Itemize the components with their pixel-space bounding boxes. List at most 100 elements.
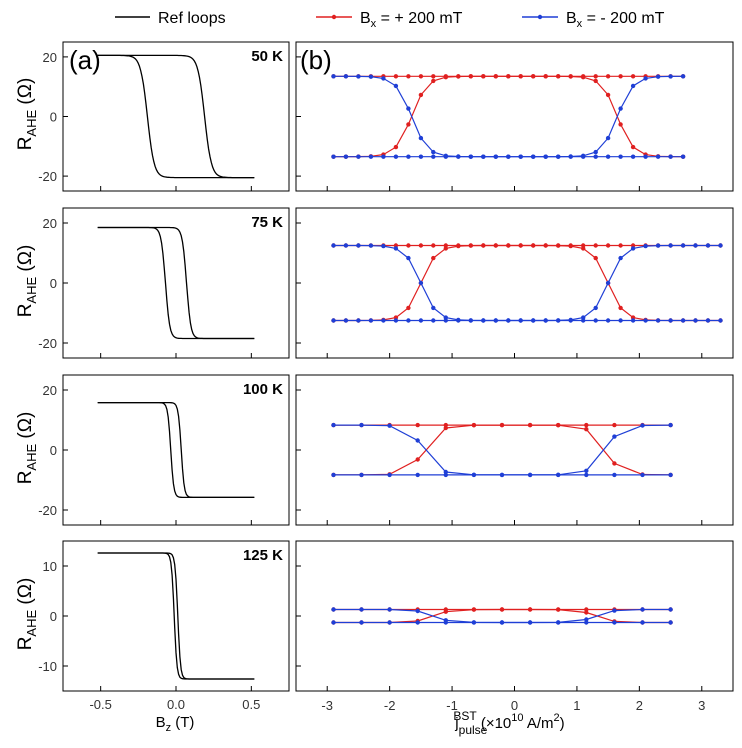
blue-loop-branch-a-point xyxy=(387,620,392,625)
blue-loop-branch-b-point xyxy=(593,318,598,323)
blue-loop-branch-b-point xyxy=(568,318,573,323)
blue-loop-branch-a-point xyxy=(705,243,711,248)
legend-minus-marker xyxy=(537,14,543,20)
red-loop-branch-b-point xyxy=(581,243,586,248)
blue-loop-branch-b-point xyxy=(406,255,411,261)
red-loop-branch-b-point xyxy=(543,74,548,79)
red-loop-branch-a-point xyxy=(593,78,598,84)
red-loop-branch-a-point xyxy=(431,74,436,79)
blue-loop-branch-b-point xyxy=(556,472,561,478)
right-x-axis-label: jpulseBST (×1010 A/m2) xyxy=(453,709,564,737)
red-loop-branch-b-point xyxy=(456,74,461,79)
blue-loop-branch-b-point xyxy=(468,318,473,323)
y-tick-label: 0 xyxy=(50,276,57,291)
blue-loop-branch-b-point xyxy=(680,154,686,159)
blue-loop-branch-b-point xyxy=(331,422,336,428)
red-loop-branch-b-point xyxy=(593,243,598,248)
blue-loop-branch-b-point xyxy=(518,154,523,159)
right-x-tick-label: 0 xyxy=(511,698,518,713)
blue-loop-branch-b-point xyxy=(612,472,617,478)
blue-loop-branch-b-point xyxy=(331,74,336,79)
y-tick-label: 10 xyxy=(43,559,57,574)
ref-loop-branch-up xyxy=(97,401,255,499)
red-loop-branch-b-point xyxy=(431,78,436,84)
y-tick-label: 0 xyxy=(50,443,57,458)
blue-loop-branch-b-point xyxy=(493,154,498,159)
blue-loop-branch-a-point xyxy=(331,154,336,159)
y-tick-label: 20 xyxy=(43,383,57,398)
blue-loop-branch-a-point xyxy=(612,608,617,613)
red-loop-branch-b-point xyxy=(443,425,448,431)
blue-loop-branch-a-point xyxy=(640,607,645,612)
right-panel-frame xyxy=(295,374,734,526)
red-loop-branch-b-point xyxy=(584,422,589,428)
blue-loop-branch-b-point xyxy=(499,620,505,625)
blue-loop-branch-a-point xyxy=(605,280,611,286)
blue-loop-branch-a-point xyxy=(406,154,411,159)
red-loop-branch-b-point xyxy=(415,457,420,462)
red-loop-branch-a-point xyxy=(415,422,420,428)
blue-loop-branch-a-point xyxy=(431,154,436,159)
blue-loop-branch-b-point xyxy=(431,149,436,155)
red-loop-branch-b-point xyxy=(506,74,511,79)
y-tick-label: -20 xyxy=(38,503,57,518)
blue-loop-branch-b-point xyxy=(343,243,349,248)
blue-loop-branch-b-point xyxy=(584,620,589,625)
blue-loop-branch-a-point xyxy=(393,318,399,323)
red-loop-branch-b-point xyxy=(499,422,505,428)
right-panel-frame xyxy=(295,41,734,192)
blue-loop-branch-b-point xyxy=(393,83,399,89)
blue-loop-branch-b-point xyxy=(630,154,636,159)
blue-loop-branch-a-point xyxy=(368,154,374,159)
red-loop-branch-a-point xyxy=(593,255,598,261)
red-loop-branch-a-line xyxy=(333,75,684,158)
blue-loop-branch-b-point xyxy=(506,318,511,323)
red-loop-branch-b-point xyxy=(605,74,611,79)
left-x-tick-label: 0.5 xyxy=(242,697,260,712)
blue-loop-branch-b-point xyxy=(618,154,623,159)
blue-loop-branch-b-point xyxy=(584,472,589,478)
red-loop-branch-b-point xyxy=(543,243,548,248)
red-loop-branch-b-point xyxy=(443,75,448,80)
blue-loop-branch-b-point xyxy=(518,318,523,323)
blue-loop-branch-b-point xyxy=(381,243,386,249)
row-1: -20 0 20 50 K (a) (b) xyxy=(38,41,734,192)
right-x-tick-label: 2 xyxy=(636,698,643,713)
y-axis-label-row2: RAHE (Ω) xyxy=(15,245,39,318)
blue-loop-branch-b-point xyxy=(387,607,392,612)
blue-loop-branch-b-point xyxy=(655,154,661,159)
blue-loop-branch-b-point xyxy=(381,76,386,81)
red-loop-branch-a-point xyxy=(584,427,589,432)
red-loop-branch-b-point xyxy=(499,607,505,612)
blue-loop-branch-a-point xyxy=(584,468,589,473)
blue-loop-branch-b-point xyxy=(543,154,548,159)
red-loop-branch-b-point xyxy=(471,423,477,428)
legend-ref: Ref loops xyxy=(115,10,226,27)
blue-loop-branch-a-point xyxy=(418,154,424,159)
red-loop-branch-b-point xyxy=(584,607,589,612)
blue-loop-branch-b-point xyxy=(418,280,424,286)
blue-loop-branch-b-point xyxy=(481,318,486,323)
blue-loop-branch-a-point xyxy=(668,607,673,612)
blue-loop-branch-b-point xyxy=(668,472,673,478)
blue-loop-branch-a-point xyxy=(718,243,723,248)
blue-loop-branch-b-point xyxy=(456,317,461,323)
blue-loop-branch-b-point xyxy=(705,318,711,323)
blue-loop-branch-b-point xyxy=(640,620,645,625)
y-tick-label: -20 xyxy=(38,169,57,184)
right-x-tick-label: -1 xyxy=(446,698,458,713)
red-loop-branch-b-point xyxy=(527,607,533,612)
blue-loop-branch-b-point xyxy=(443,153,448,158)
blue-loop-branch-b-point xyxy=(593,154,598,159)
red-loop-branch-b-point xyxy=(431,255,436,261)
right-x-tick-label: -2 xyxy=(384,698,396,713)
blue-loop-branch-b-point xyxy=(556,154,561,159)
red-loop-branch-b-point xyxy=(468,243,473,248)
y-axis-label-row3: RAHE (Ω) xyxy=(15,412,39,485)
blue-loop-branch-b-point xyxy=(605,154,611,159)
blue-loop-branch-b-point xyxy=(668,318,673,323)
temperature-label: 125 K xyxy=(243,547,283,564)
red-loop-branch-b-point xyxy=(531,243,536,248)
